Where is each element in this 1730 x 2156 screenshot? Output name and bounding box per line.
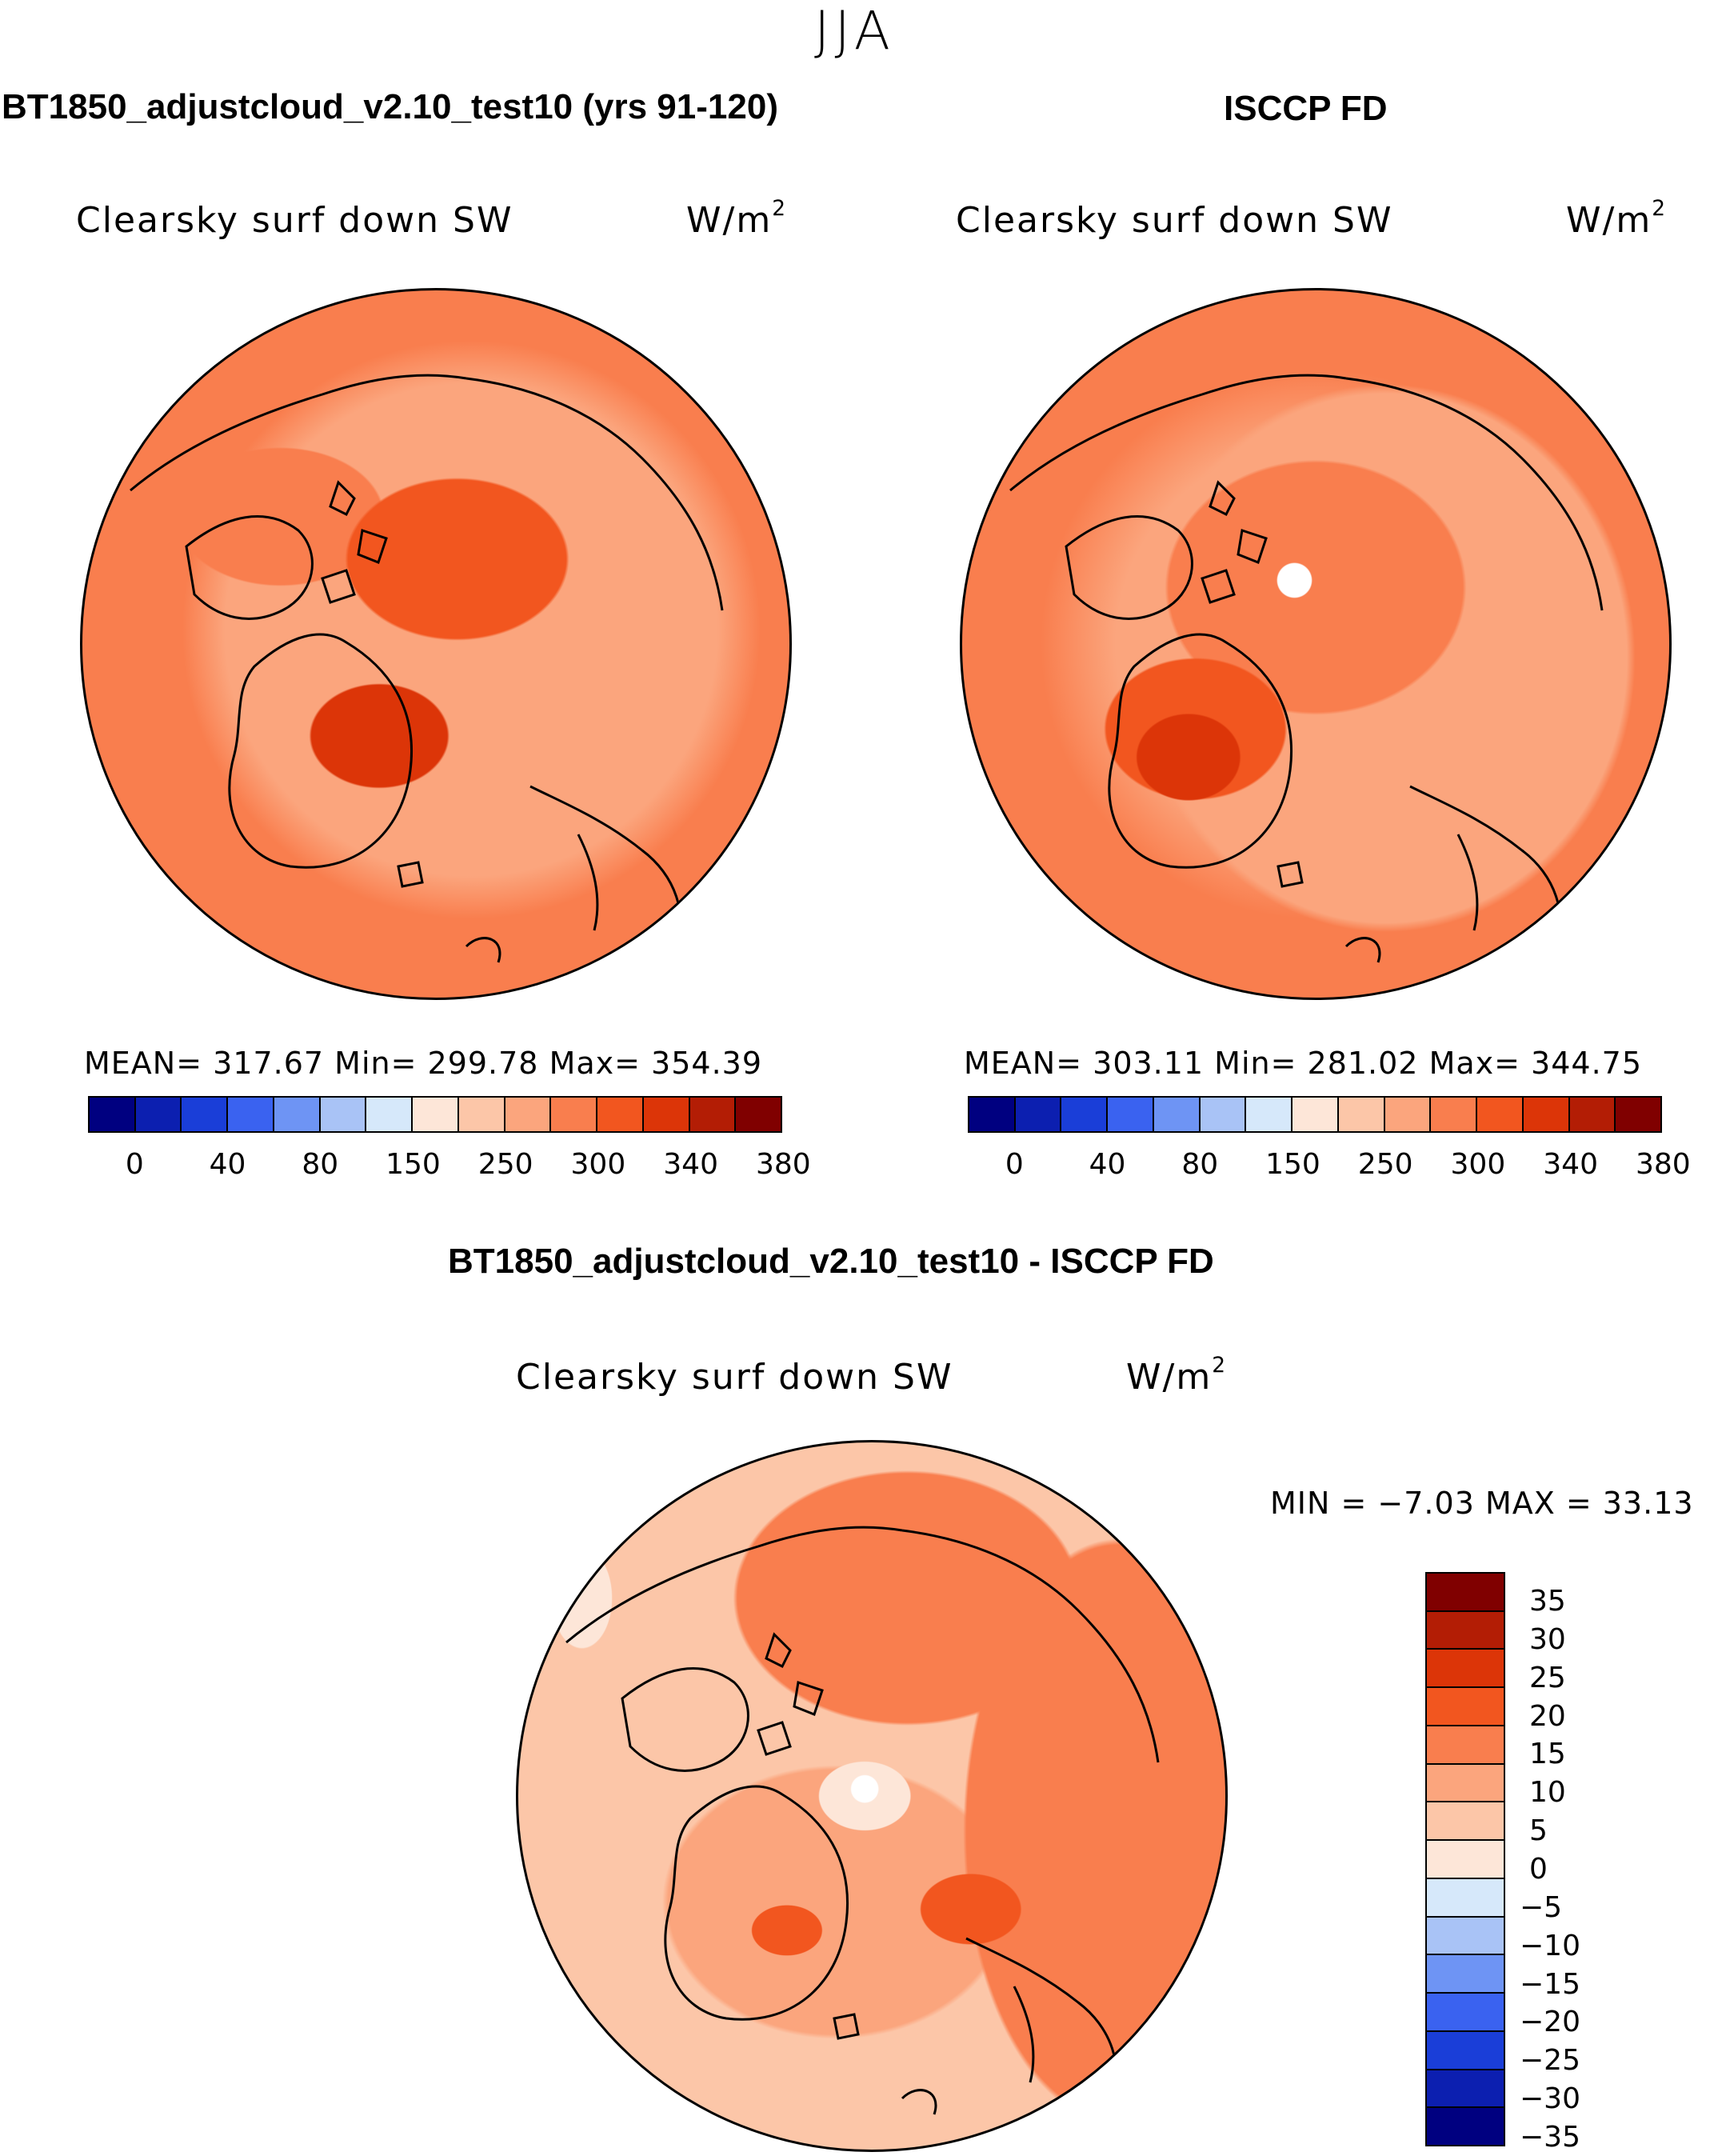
colorbar-tick-label: 0 (125, 1148, 144, 1181)
colorbar-swatch (1153, 1098, 1201, 1131)
colorbar-swatch (1427, 1574, 1504, 1612)
colorbar-tick-label: −5 (1520, 1890, 1563, 1924)
colorbar-swatch (1246, 1098, 1293, 1131)
colorbar-swatch (1015, 1098, 1062, 1131)
colorbar-tick-label: 340 (663, 1148, 718, 1181)
model-units-label: W/m2 (686, 196, 787, 242)
colorbar-swatch (1200, 1098, 1247, 1131)
colorbar-tick-label: 80 (1181, 1148, 1219, 1181)
diff-panel-title: BT1850_adjustcloud_v2.10_test10 - ISCCP … (448, 1242, 1214, 1281)
colorbar-tick-label: 300 (570, 1148, 626, 1181)
model-variable-label: Clearsky surf down SW (76, 200, 513, 241)
colorbar-tick-label: 250 (1357, 1148, 1413, 1181)
obs-coastlines (1009, 374, 1604, 963)
colorbar-tick-label: 30 (1529, 1622, 1566, 1656)
colorbar-tick-label: 150 (386, 1148, 441, 1181)
colorbar-swatch (1427, 2031, 1504, 2070)
diff-coastlines (565, 1526, 1160, 2115)
diff-colorbar (1425, 1572, 1505, 2146)
obs-polar-map (960, 288, 1672, 1000)
colorbar-swatch (505, 1098, 552, 1131)
colorbar-swatch (597, 1098, 644, 1131)
colorbar-swatch (1427, 1955, 1504, 1994)
colorbar-swatch (551, 1098, 598, 1131)
colorbar-swatch (1427, 1917, 1504, 1956)
colorbar-swatch (969, 1098, 1016, 1131)
colorbar-tick-label: 15 (1529, 1738, 1566, 1771)
colorbar-swatch (1431, 1098, 1478, 1131)
colorbar-swatch (182, 1098, 229, 1131)
colorbar-swatch (1427, 1764, 1504, 1803)
model-colorbar (88, 1096, 782, 1133)
obs-units-label: W/m2 (1566, 196, 1667, 242)
colorbar-tick-label: 0 (1529, 1853, 1548, 1886)
colorbar-swatch (1569, 1098, 1616, 1131)
colorbar-swatch (1427, 2070, 1504, 2109)
colorbar-swatch (135, 1098, 182, 1131)
colorbar-swatch (1427, 1802, 1504, 1842)
model-panel-title: BT1850_adjustcloud_v2.10_test10 (yrs 91-… (2, 87, 778, 126)
season-title: JJA (814, 0, 895, 62)
colorbar-swatch (366, 1098, 414, 1131)
colorbar-swatch (1427, 1994, 1504, 2032)
colorbar-swatch (736, 1098, 781, 1131)
colorbar-tick-label: 150 (1265, 1148, 1320, 1181)
obs-panel-title: ISCCP FD (1224, 89, 1388, 128)
colorbar-tick-label: −25 (1520, 2044, 1580, 2078)
colorbar-tick-label: −30 (1520, 2082, 1580, 2116)
diff-polar-map (516, 1440, 1228, 2152)
colorbar-swatch (1108, 1098, 1154, 1131)
colorbar-swatch (1616, 1098, 1661, 1131)
colorbar-tick-label: 250 (477, 1148, 533, 1181)
colorbar-swatch (90, 1098, 136, 1131)
colorbar-tick-label: −10 (1520, 1929, 1580, 1962)
colorbar-tick-label: 40 (209, 1148, 246, 1181)
colorbar-swatch (1427, 1611, 1504, 1650)
colorbar-tick-label: 340 (1543, 1148, 1598, 1181)
colorbar-tick-label: −20 (1520, 2006, 1580, 2039)
diff-units-label: W/m2 (1126, 1353, 1227, 1398)
colorbar-swatch (228, 1098, 274, 1131)
diff-variable-label: Clearsky surf down SW (516, 1357, 953, 1398)
colorbar-swatch (274, 1098, 321, 1131)
colorbar-tick-label: 10 (1529, 1776, 1566, 1810)
colorbar-swatch (1293, 1098, 1339, 1131)
model-polar-map (80, 288, 792, 1000)
colorbar-swatch (1061, 1098, 1109, 1131)
colorbar-tick-label: 25 (1529, 1661, 1566, 1694)
colorbar-tick-label: −35 (1520, 2121, 1580, 2154)
colorbar-tick-label: 380 (756, 1148, 811, 1181)
colorbar-tick-label: 20 (1529, 1699, 1566, 1733)
colorbar-swatch (689, 1098, 737, 1131)
colorbar-swatch (1427, 2108, 1504, 2146)
colorbar-swatch (1427, 1878, 1504, 1918)
colorbar-tick-label: 40 (1089, 1148, 1126, 1181)
obs-stats: MEAN= 303.11 Min= 281.02 Max= 344.75 (964, 1046, 1643, 1081)
colorbar-swatch (643, 1098, 690, 1131)
colorbar-swatch (1523, 1098, 1570, 1131)
colorbar-tick-label: 380 (1636, 1148, 1691, 1181)
colorbar-swatch (1427, 1841, 1504, 1879)
colorbar-swatch (413, 1098, 459, 1131)
colorbar-swatch (1338, 1098, 1385, 1131)
colorbar-swatch (1427, 1650, 1504, 1689)
model-stats: MEAN= 317.67 Min= 299.78 Max= 354.39 (84, 1046, 763, 1081)
colorbar-tick-label: 35 (1529, 1584, 1566, 1618)
colorbar-tick-label: 300 (1450, 1148, 1506, 1181)
colorbar-swatch (1384, 1098, 1432, 1131)
colorbar-tick-label: 5 (1529, 1814, 1548, 1848)
colorbar-swatch (1427, 1726, 1504, 1765)
colorbar-tick-label: 80 (302, 1148, 339, 1181)
colorbar-swatch (1427, 1688, 1504, 1726)
colorbar-tick-label: 0 (1005, 1148, 1024, 1181)
colorbar-swatch (1477, 1098, 1524, 1131)
colorbar-tick-label: −15 (1520, 1967, 1580, 2001)
obs-colorbar (968, 1096, 1662, 1133)
colorbar-swatch (320, 1098, 367, 1131)
model-coastlines (130, 374, 724, 963)
obs-variable-label: Clearsky surf down SW (956, 200, 1393, 241)
diff-stats: MIN = −7.03 MAX = 33.13 (1270, 1486, 1694, 1521)
colorbar-swatch (458, 1098, 505, 1131)
